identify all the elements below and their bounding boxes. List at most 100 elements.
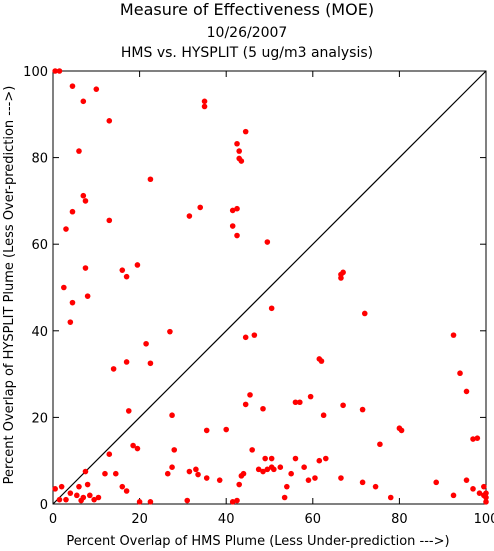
- scatter-point: [95, 494, 102, 501]
- scatter-point: [61, 284, 67, 291]
- scatter-point: [260, 405, 266, 412]
- scatter-point: [171, 447, 178, 453]
- scatter-point: [338, 275, 344, 281]
- scatter-point: [229, 207, 236, 214]
- scatter-point: [242, 334, 249, 341]
- scatter-point: [67, 319, 74, 325]
- scatter-point: [167, 328, 173, 335]
- scatter-point: [292, 455, 299, 462]
- scatter-point: [234, 497, 240, 504]
- scatter-point: [80, 192, 87, 199]
- scatter-point: [76, 483, 82, 490]
- scatter-point: [359, 406, 366, 413]
- scatter-point: [147, 360, 154, 367]
- scatter-point: [234, 205, 240, 212]
- chart-subtitle-date: 10/26/2007: [207, 25, 288, 41]
- y-axis-label: Percent Overlap of HYSPLIT Plume (Less O…: [2, 86, 17, 485]
- scatter-point: [463, 477, 470, 483]
- axis-ticks: [52, 70, 487, 505]
- scatter-point: [264, 239, 271, 245]
- scatter-point: [84, 481, 91, 488]
- y-tick-label: 100: [23, 65, 48, 80]
- scatter-point: [305, 477, 312, 483]
- scatter-point: [234, 140, 240, 147]
- scatter-point: [247, 392, 253, 398]
- scatter-point: [87, 492, 93, 499]
- scatter-point: [292, 399, 299, 406]
- scatter-point: [203, 427, 210, 434]
- reference-line: [52, 70, 487, 505]
- scatter-point: [123, 359, 130, 365]
- scatter-point: [338, 475, 344, 481]
- scatter-point: [312, 475, 318, 481]
- scatter-point: [80, 494, 87, 501]
- scatter-point: [281, 494, 288, 501]
- scatter-point: [63, 226, 69, 232]
- scatter-point: [318, 358, 325, 364]
- scatter-point: [372, 483, 379, 490]
- scatter-point: [130, 442, 136, 449]
- scatter-point: [264, 466, 271, 473]
- scatter-point: [476, 490, 483, 496]
- scatter-point: [238, 158, 245, 164]
- scatter-point: [58, 483, 65, 490]
- scatter-point: [470, 486, 476, 492]
- scatter-point: [216, 477, 223, 483]
- scatter-point: [301, 464, 307, 470]
- scatter-point: [80, 98, 87, 105]
- scatter-point: [268, 455, 275, 462]
- scatter-point: [340, 269, 346, 276]
- scatter-point: [359, 479, 366, 486]
- scatter-point: [483, 490, 489, 496]
- scatter-point: [197, 204, 204, 211]
- scatter-point: [255, 466, 262, 473]
- scatter-point: [134, 445, 141, 452]
- scatter-point: [52, 68, 58, 74]
- scatter-point: [307, 393, 314, 400]
- scatter-point: [67, 490, 74, 496]
- scatter-point: [69, 299, 76, 306]
- scatter-point: [56, 496, 63, 503]
- scatter-point: [260, 468, 266, 475]
- scatter-point: [242, 128, 249, 135]
- scatter-point: [340, 402, 346, 409]
- scatter-point: [361, 310, 368, 317]
- scatter-point: [316, 457, 323, 464]
- scatter-point: [169, 412, 175, 419]
- scatter-point: [123, 273, 130, 280]
- scatter-point: [106, 217, 113, 224]
- scatter-point: [74, 492, 80, 499]
- scatter-point: [262, 455, 268, 462]
- scatter-point: [63, 496, 69, 503]
- scatter-point: [297, 399, 303, 406]
- chart-subtitle-comparison: HMS vs. HYSPLIT (5 ug/m3 analysis): [121, 45, 373, 61]
- scatter-point: [186, 468, 193, 475]
- scatter-point: [169, 464, 175, 470]
- y-tick-label: 20: [31, 411, 48, 426]
- scatter-point: [463, 388, 470, 395]
- scatter-point: [251, 332, 258, 338]
- x-tick-label: 60: [305, 512, 322, 527]
- y-tick-label: 40: [31, 325, 48, 340]
- scatter-point: [147, 499, 154, 505]
- scatter-point: [106, 451, 113, 458]
- scatter-point: [240, 470, 247, 477]
- scatter-point: [82, 468, 89, 475]
- scatter-point: [134, 262, 141, 268]
- scatter-point: [201, 98, 208, 105]
- chart-title: Measure of Effectiveness (MOE): [120, 0, 374, 19]
- scatter-point: [470, 436, 476, 442]
- scatter-point: [119, 267, 126, 273]
- scatter-point: [123, 488, 130, 494]
- scatter-point: [201, 103, 208, 110]
- scatter-point: [284, 483, 290, 490]
- scatter-point: [184, 497, 191, 504]
- x-tick-label: 80: [391, 512, 408, 527]
- scatter-point: [236, 148, 242, 154]
- x-tick-label: 40: [218, 512, 235, 527]
- scatter-point: [56, 68, 63, 74]
- scatter-point: [387, 494, 394, 501]
- scatter-point: [82, 198, 89, 204]
- y-tick-label: 80: [31, 152, 48, 167]
- scatter-point: [229, 499, 236, 505]
